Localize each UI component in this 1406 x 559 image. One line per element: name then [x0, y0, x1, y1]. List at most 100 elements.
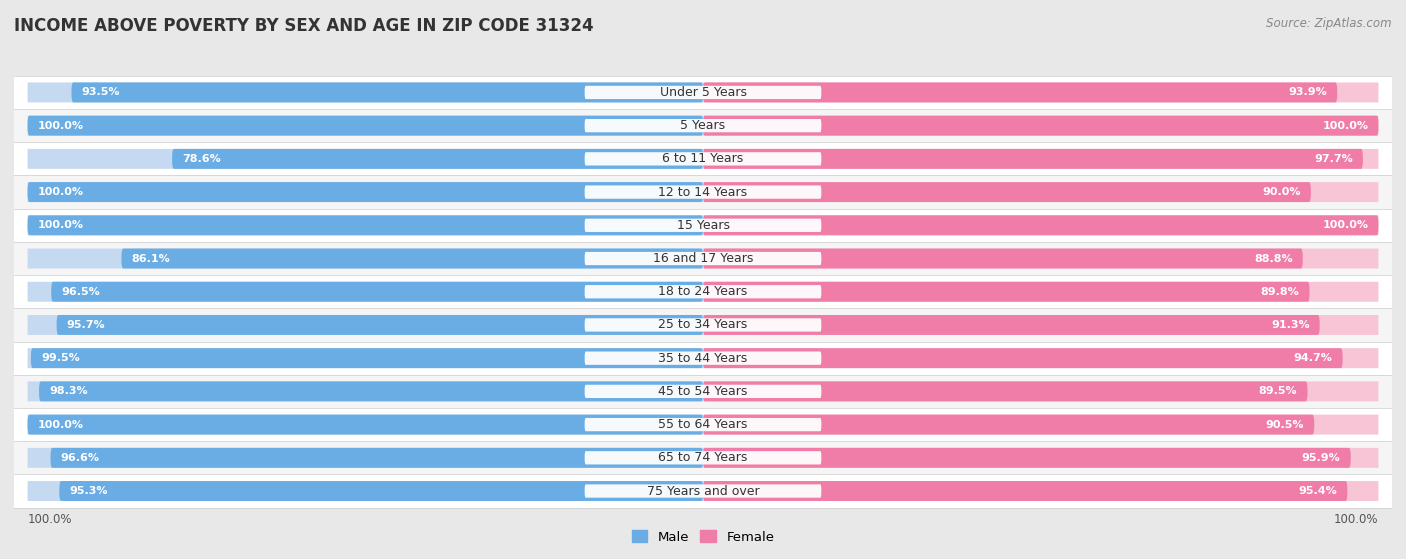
FancyBboxPatch shape — [59, 481, 703, 501]
FancyBboxPatch shape — [121, 249, 703, 268]
FancyBboxPatch shape — [703, 381, 1378, 401]
FancyBboxPatch shape — [703, 348, 1343, 368]
FancyBboxPatch shape — [28, 83, 703, 102]
FancyBboxPatch shape — [28, 182, 703, 202]
FancyBboxPatch shape — [703, 83, 1337, 102]
FancyBboxPatch shape — [585, 186, 821, 199]
Text: 100.0%: 100.0% — [1322, 220, 1368, 230]
Bar — [14, 176, 1392, 209]
Text: 25 to 34 Years: 25 to 34 Years — [658, 319, 748, 331]
FancyBboxPatch shape — [28, 415, 703, 434]
Bar — [14, 275, 1392, 309]
FancyBboxPatch shape — [703, 149, 1362, 169]
Bar — [14, 242, 1392, 275]
FancyBboxPatch shape — [585, 385, 821, 398]
FancyBboxPatch shape — [172, 149, 703, 169]
Text: 97.7%: 97.7% — [1315, 154, 1353, 164]
FancyBboxPatch shape — [31, 348, 703, 368]
Text: 96.5%: 96.5% — [62, 287, 100, 297]
FancyBboxPatch shape — [703, 249, 1378, 268]
Text: 100.0%: 100.0% — [38, 121, 84, 131]
FancyBboxPatch shape — [585, 352, 821, 365]
FancyBboxPatch shape — [28, 116, 703, 136]
FancyBboxPatch shape — [28, 448, 703, 468]
FancyBboxPatch shape — [28, 481, 703, 501]
FancyBboxPatch shape — [28, 348, 703, 368]
Bar — [14, 475, 1392, 508]
Text: 100.0%: 100.0% — [38, 420, 84, 430]
Text: 16 and 17 Years: 16 and 17 Years — [652, 252, 754, 265]
Text: 90.0%: 90.0% — [1263, 187, 1301, 197]
Legend: Male, Female: Male, Female — [626, 525, 780, 549]
FancyBboxPatch shape — [703, 182, 1310, 202]
Text: 100.0%: 100.0% — [28, 513, 72, 525]
FancyBboxPatch shape — [28, 415, 703, 434]
Text: 12 to 14 Years: 12 to 14 Years — [658, 186, 748, 198]
Bar — [14, 375, 1392, 408]
Text: Source: ZipAtlas.com: Source: ZipAtlas.com — [1267, 17, 1392, 30]
FancyBboxPatch shape — [703, 83, 1378, 102]
Text: 93.5%: 93.5% — [82, 87, 120, 97]
Bar — [14, 209, 1392, 242]
Text: 100.0%: 100.0% — [38, 187, 84, 197]
Bar — [14, 342, 1392, 375]
Text: 18 to 24 Years: 18 to 24 Years — [658, 285, 748, 299]
FancyBboxPatch shape — [703, 149, 1378, 169]
Text: 5 Years: 5 Years — [681, 119, 725, 132]
Text: 90.5%: 90.5% — [1265, 420, 1305, 430]
Text: 95.4%: 95.4% — [1299, 486, 1337, 496]
Text: INCOME ABOVE POVERTY BY SEX AND AGE IN ZIP CODE 31324: INCOME ABOVE POVERTY BY SEX AND AGE IN Z… — [14, 17, 593, 35]
Bar — [14, 142, 1392, 176]
Text: 95.7%: 95.7% — [66, 320, 105, 330]
FancyBboxPatch shape — [703, 282, 1309, 302]
Text: 100.0%: 100.0% — [1322, 121, 1368, 131]
FancyBboxPatch shape — [585, 451, 821, 465]
FancyBboxPatch shape — [703, 381, 1308, 401]
FancyBboxPatch shape — [72, 83, 703, 102]
Text: 91.3%: 91.3% — [1271, 320, 1309, 330]
FancyBboxPatch shape — [585, 86, 821, 99]
Text: 75 Years and over: 75 Years and over — [647, 485, 759, 498]
Text: 45 to 54 Years: 45 to 54 Years — [658, 385, 748, 398]
FancyBboxPatch shape — [585, 119, 821, 132]
Text: 94.7%: 94.7% — [1294, 353, 1333, 363]
FancyBboxPatch shape — [51, 448, 703, 468]
FancyBboxPatch shape — [585, 285, 821, 299]
Bar — [14, 309, 1392, 342]
Text: 100.0%: 100.0% — [1334, 513, 1378, 525]
FancyBboxPatch shape — [703, 249, 1303, 268]
Text: 95.9%: 95.9% — [1302, 453, 1340, 463]
FancyBboxPatch shape — [703, 348, 1378, 368]
FancyBboxPatch shape — [585, 252, 821, 265]
Text: 78.6%: 78.6% — [183, 154, 221, 164]
FancyBboxPatch shape — [703, 415, 1378, 434]
Bar — [14, 76, 1392, 109]
FancyBboxPatch shape — [703, 481, 1378, 501]
FancyBboxPatch shape — [28, 215, 703, 235]
FancyBboxPatch shape — [585, 152, 821, 165]
FancyBboxPatch shape — [703, 182, 1378, 202]
FancyBboxPatch shape — [703, 116, 1378, 136]
FancyBboxPatch shape — [585, 318, 821, 331]
FancyBboxPatch shape — [585, 219, 821, 232]
FancyBboxPatch shape — [703, 315, 1378, 335]
FancyBboxPatch shape — [703, 448, 1351, 468]
FancyBboxPatch shape — [28, 182, 703, 202]
Text: 35 to 44 Years: 35 to 44 Years — [658, 352, 748, 364]
FancyBboxPatch shape — [39, 381, 703, 401]
FancyBboxPatch shape — [51, 282, 703, 302]
FancyBboxPatch shape — [28, 149, 703, 169]
Bar — [14, 441, 1392, 475]
Text: 55 to 64 Years: 55 to 64 Years — [658, 418, 748, 431]
FancyBboxPatch shape — [28, 116, 703, 136]
FancyBboxPatch shape — [703, 215, 1378, 235]
Text: 65 to 74 Years: 65 to 74 Years — [658, 451, 748, 465]
Text: 95.3%: 95.3% — [69, 486, 108, 496]
FancyBboxPatch shape — [703, 282, 1378, 302]
FancyBboxPatch shape — [585, 485, 821, 498]
FancyBboxPatch shape — [585, 418, 821, 431]
FancyBboxPatch shape — [28, 381, 703, 401]
Text: 89.8%: 89.8% — [1261, 287, 1299, 297]
FancyBboxPatch shape — [28, 215, 703, 235]
FancyBboxPatch shape — [703, 215, 1378, 235]
